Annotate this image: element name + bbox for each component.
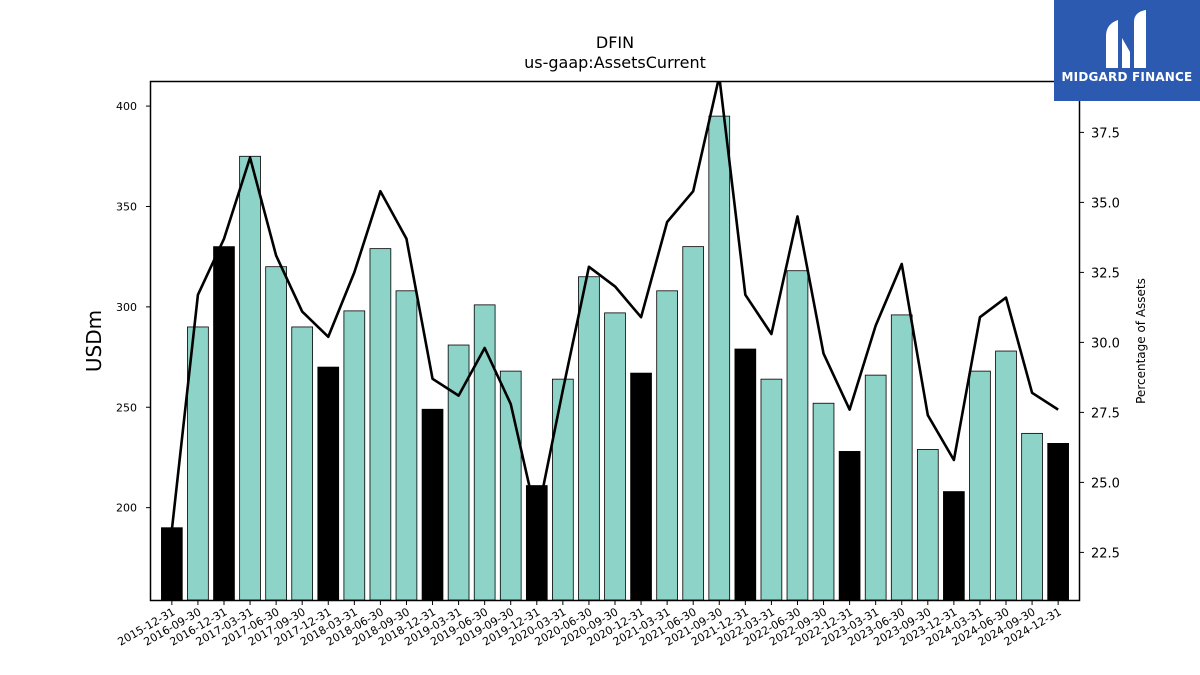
- brand-logo: MIDGARD FINANCE: [1054, 0, 1200, 101]
- bar-2021-06-30: [682, 246, 705, 601]
- bar-2024-06-30: [995, 350, 1017, 601]
- bar-2018-09-30: [395, 290, 418, 601]
- y2-tick-label: 35.0: [1091, 196, 1120, 211]
- bar-2017-03-31: [239, 155, 261, 601]
- y-tick-label: 250: [116, 401, 137, 414]
- series-line: [170, 82, 1059, 531]
- y2-tick-label: 32.5: [1091, 266, 1120, 281]
- y-axis-right: 22.5 25.0 27.5 30.0 32.5 35.0 37.5: [1079, 126, 1120, 561]
- bar-2020-12-31: [630, 372, 652, 601]
- chart-title: DFIN: [596, 33, 634, 52]
- bar-2023-06-30: [890, 314, 913, 601]
- bar-2020-06-30: [578, 276, 600, 601]
- bar-2022-03-31: [760, 378, 783, 601]
- bar-2021-09-30: [708, 115, 731, 601]
- bar-2023-12-31: [943, 491, 965, 601]
- bar-2020-09-30: [604, 312, 626, 601]
- chart-subtitle: us-gaap:AssetsCurrent: [524, 53, 706, 72]
- bar-2021-12-31: [734, 348, 757, 601]
- bar-2022-09-30: [812, 402, 835, 601]
- percentage-line: [170, 82, 1059, 531]
- bar-2024-03-31: [969, 370, 991, 601]
- bar-2023-03-31: [864, 374, 887, 601]
- midgard-logo-icon: [1106, 10, 1146, 68]
- y2-tick-label: 27.5: [1091, 406, 1120, 421]
- bar-2021-03-31: [656, 290, 678, 601]
- bar-2018-06-30: [369, 248, 392, 601]
- bar-2017-12-31: [317, 366, 340, 601]
- y2-tick-label: 22.5: [1091, 546, 1120, 561]
- bar-2018-03-31: [343, 310, 366, 601]
- bars: [161, 115, 1069, 601]
- y-axis-left: 200 250 300 350 400: [116, 100, 151, 515]
- bar-2018-12-31: [421, 408, 444, 601]
- bar-2024-09-30: [1021, 432, 1043, 601]
- y2-tick-label: 30.0: [1091, 336, 1120, 351]
- y-tick-label: 400: [116, 100, 137, 113]
- y-tick-label: 350: [116, 200, 137, 213]
- bar-2019-12-31: [525, 485, 548, 601]
- bar-2022-06-30: [786, 270, 809, 601]
- brand-logo-text: MIDGARD FINANCE: [1061, 70, 1193, 84]
- bar-2016-12-31: [213, 246, 235, 601]
- y-tick-label: 300: [116, 301, 137, 314]
- y-axis-label: USDm: [82, 310, 106, 372]
- bar-2022-12-31: [838, 451, 861, 601]
- y2-tick-label: 25.0: [1091, 476, 1120, 491]
- bar-2017-06-30: [265, 266, 287, 601]
- bar-2024-12-31: [1047, 442, 1069, 601]
- y2-axis-label: Percentage of Assets: [1134, 278, 1148, 404]
- bar-2017-09-30: [291, 326, 314, 601]
- x-axis: 2015-12-312016-09-302016-12-312017-03-31…: [115, 600, 1064, 649]
- y-tick-label: 200: [116, 502, 137, 515]
- bar-2020-03-31: [552, 378, 574, 601]
- bar-2023-09-30: [916, 449, 939, 601]
- bar-2015-12-31: [161, 527, 183, 601]
- y2-tick-label: 37.5: [1091, 126, 1120, 141]
